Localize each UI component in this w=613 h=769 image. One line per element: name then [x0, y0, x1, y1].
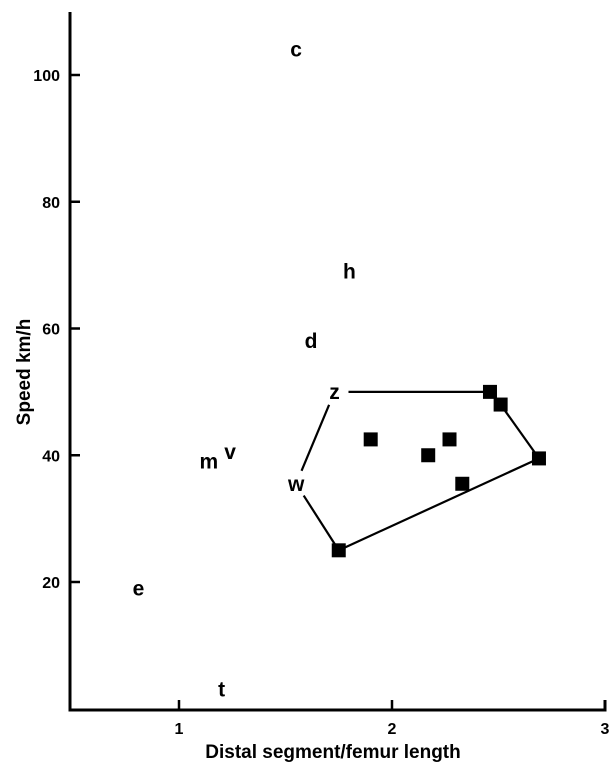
x-axis-title: Distal segment/femur length	[205, 742, 461, 763]
hull-segment	[500, 405, 539, 458]
data-point-letter-c: c	[290, 39, 302, 62]
y-tick-label: 100	[33, 68, 60, 85]
x-tick-label: 3	[601, 721, 610, 738]
data-point-square	[363, 432, 378, 447]
data-point-square	[531, 451, 546, 466]
data-point-square	[421, 448, 436, 463]
y-tick-label: 20	[42, 575, 60, 592]
y-tick-label: 60	[42, 322, 60, 339]
data-point-letter-m: m	[199, 451, 218, 474]
x-tick-label: 1	[175, 721, 184, 738]
data-point-square	[482, 384, 497, 399]
data-point-letter-h: h	[343, 260, 356, 283]
hull-segment	[340, 458, 538, 551]
axes-layer	[68, 12, 607, 712]
data-point-letter-d: d	[305, 330, 318, 353]
y-tick-label: 80	[42, 195, 60, 212]
data-point-letter-z: z	[329, 381, 340, 404]
hull-segment	[300, 404, 331, 472]
data-point-square	[493, 397, 508, 412]
data-point-letter-w: w	[287, 473, 305, 496]
points-layer: c h d z vm w e t	[133, 39, 546, 702]
convex-hull-layer	[300, 390, 539, 551]
data-point-letter-e: e	[133, 577, 145, 600]
data-point-square	[331, 543, 346, 558]
data-point-letter-t: t	[218, 679, 225, 702]
data-point-square	[442, 432, 457, 447]
x-tick-label: 2	[388, 721, 397, 738]
data-point-letter-v: v	[224, 441, 236, 464]
ticks-layer: 20 40 60 80 100 1 2 3	[33, 68, 609, 738]
y-tick-label: 40	[42, 448, 60, 465]
axes-frame	[68, 12, 607, 712]
hull-segment	[302, 494, 339, 550]
y-axis-title: Speed km/h	[14, 319, 35, 426]
data-point-square	[455, 476, 470, 491]
